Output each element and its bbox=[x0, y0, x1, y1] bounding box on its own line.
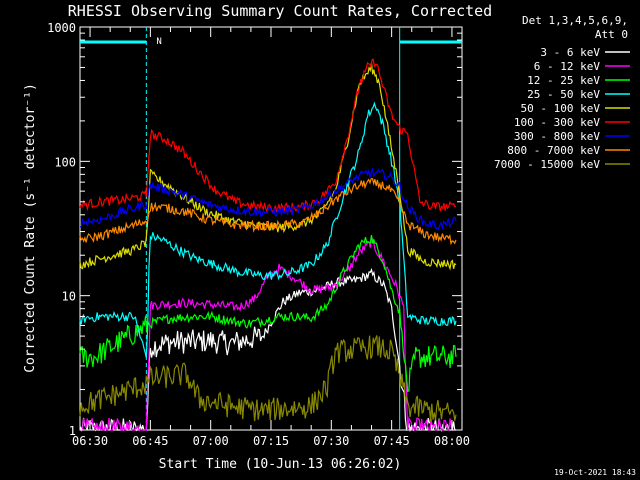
y-tick-label: 1 bbox=[69, 424, 76, 438]
footer-timestamp: 19-Oct-2021 18:43 bbox=[554, 468, 636, 477]
y-tick-label: 10 bbox=[62, 290, 76, 304]
series-line-300-800-kev bbox=[80, 166, 457, 231]
legend-header-detectors: Det 1,3,4,5,6,9, bbox=[522, 14, 628, 27]
x-tick-label: 07:00 bbox=[193, 434, 229, 448]
legend-label: 25 - 50 keV bbox=[527, 88, 600, 101]
series-line-800-7000-kev bbox=[79, 178, 457, 246]
y-axis-label: Corrected Count Rate (s⁻¹ detector⁻¹) bbox=[23, 83, 38, 373]
x-axis-label: Start Time (10-Jun-13 06:26:02) bbox=[159, 457, 402, 472]
y-tick-label: 1000 bbox=[47, 21, 76, 35]
x-tick-label: 06:30 bbox=[72, 434, 108, 448]
legend-label: 6 - 12 keV bbox=[534, 60, 601, 73]
night-marker-label: N bbox=[156, 37, 161, 47]
legend-label: 50 - 100 keV bbox=[521, 102, 601, 115]
legend-header-attenuator: Att 0 bbox=[595, 28, 628, 41]
chart-title: RHESSI Observing Summary Count Rates, Co… bbox=[68, 2, 492, 20]
series-line-100-300-kev bbox=[79, 58, 457, 214]
x-tick-label: 07:30 bbox=[313, 434, 349, 448]
series-lines bbox=[79, 58, 457, 433]
x-tick-label: 08:00 bbox=[434, 434, 470, 448]
x-tick-label: 07:45 bbox=[374, 434, 410, 448]
legend-label: 12 - 25 keV bbox=[527, 74, 600, 87]
y-tick-label: 100 bbox=[54, 155, 76, 169]
axes: 1 10 100 1000 06:30 06:45 07:00 07:15 07:30 07:45… bbox=[47, 21, 470, 448]
legend-label: 3 - 6 keV bbox=[540, 46, 600, 59]
series-line-12-25-kev bbox=[79, 235, 457, 393]
legend-label: 100 - 300 keV bbox=[514, 116, 600, 129]
legend-label: 800 - 7000 keV bbox=[507, 144, 600, 157]
legend-label: 300 - 800 keV bbox=[514, 130, 600, 143]
x-tick-label: 06:45 bbox=[132, 434, 168, 448]
series-line-7000-15000-kev bbox=[79, 335, 457, 422]
series-line-3-6-kev bbox=[79, 267, 456, 433]
legend-label: 7000 - 15000 keV bbox=[494, 158, 600, 171]
x-tick-label: 07:15 bbox=[253, 434, 289, 448]
series-line-25-50-kev bbox=[79, 101, 457, 358]
series-line-50-100-kev bbox=[79, 62, 457, 271]
